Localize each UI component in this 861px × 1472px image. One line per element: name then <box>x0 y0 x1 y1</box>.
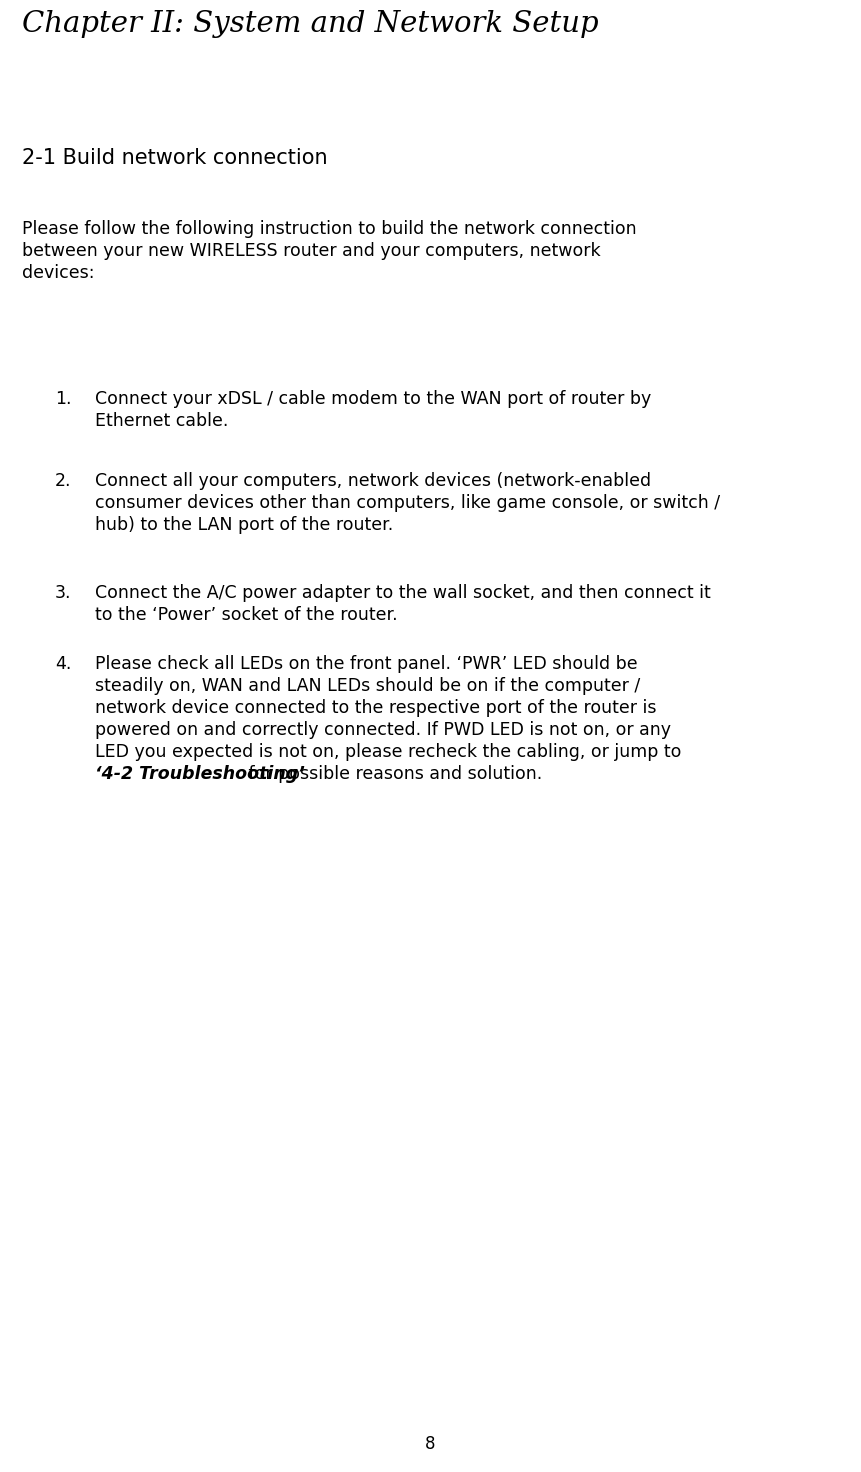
Text: to the ‘Power’ socket of the router.: to the ‘Power’ socket of the router. <box>95 606 398 624</box>
Text: 2.: 2. <box>55 473 71 490</box>
Text: Please check all LEDs on the front panel. ‘PWR’ LED should be: Please check all LEDs on the front panel… <box>95 655 638 673</box>
Text: Ethernet cable.: Ethernet cable. <box>95 412 228 430</box>
Text: hub) to the LAN port of the router.: hub) to the LAN port of the router. <box>95 517 393 534</box>
Text: Chapter II: System and Network Setup: Chapter II: System and Network Setup <box>22 10 598 38</box>
Text: LED you expected is not on, please recheck the cabling, or jump to: LED you expected is not on, please reche… <box>95 743 681 761</box>
Text: 4.: 4. <box>55 655 71 673</box>
Text: network device connected to the respective port of the router is: network device connected to the respecti… <box>95 699 656 717</box>
Text: for possible reasons and solution.: for possible reasons and solution. <box>243 765 542 783</box>
Text: powered on and correctly connected. If PWD LED is not on, or any: powered on and correctly connected. If P… <box>95 721 671 739</box>
Text: Connect the A/C power adapter to the wall socket, and then connect it: Connect the A/C power adapter to the wal… <box>95 584 710 602</box>
Text: Connect your xDSL / cable modem to the WAN port of router by: Connect your xDSL / cable modem to the W… <box>95 390 651 408</box>
Text: between your new WIRELESS router and your computers, network: between your new WIRELESS router and you… <box>22 241 601 261</box>
Text: 3.: 3. <box>55 584 71 602</box>
Text: consumer devices other than computers, like game console, or switch /: consumer devices other than computers, l… <box>95 495 720 512</box>
Text: steadily on, WAN and LAN LEDs should be on if the computer /: steadily on, WAN and LAN LEDs should be … <box>95 677 641 695</box>
Text: Please follow the following instruction to build the network connection: Please follow the following instruction … <box>22 219 636 238</box>
Text: ‘4-2 Troubleshooting’: ‘4-2 Troubleshooting’ <box>95 765 305 783</box>
Text: devices:: devices: <box>22 263 95 283</box>
Text: 8: 8 <box>425 1435 436 1453</box>
Text: 1.: 1. <box>55 390 71 408</box>
Text: 2-1 Build network connection: 2-1 Build network connection <box>22 149 328 168</box>
Text: Connect all your computers, network devices (network-enabled: Connect all your computers, network devi… <box>95 473 651 490</box>
